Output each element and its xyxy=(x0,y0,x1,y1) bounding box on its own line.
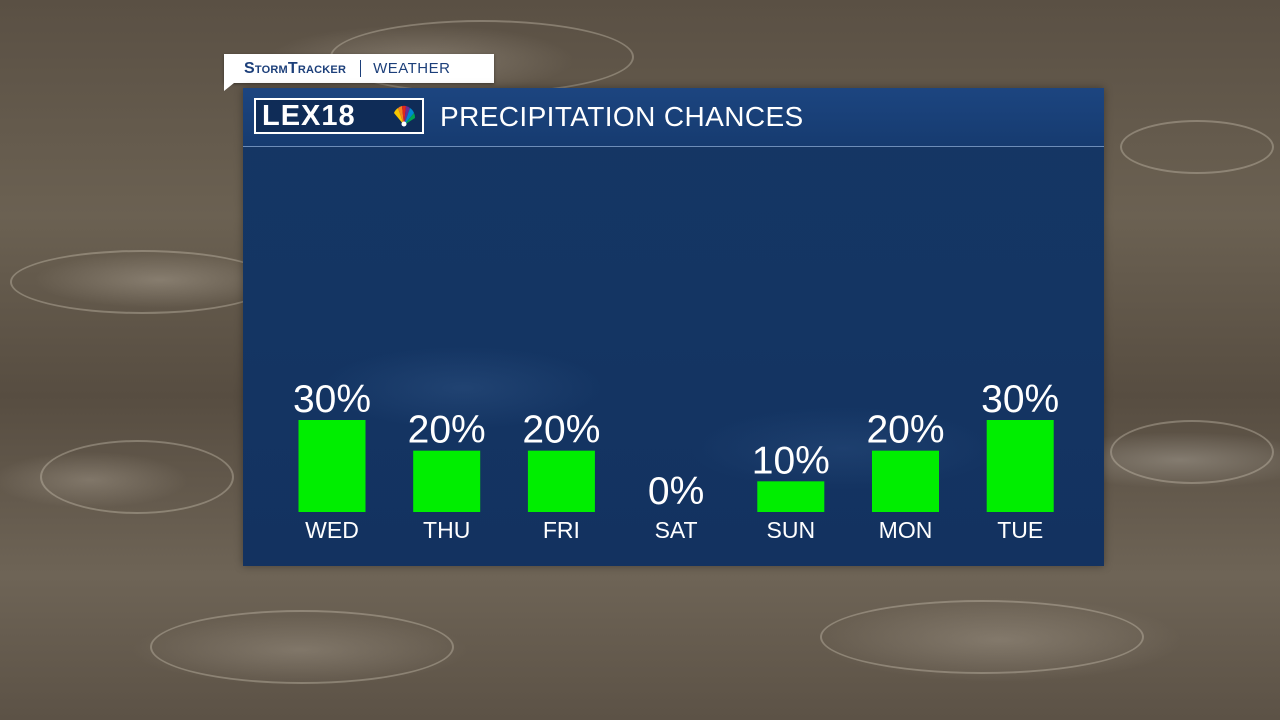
peacock-icon xyxy=(394,105,416,127)
data-label-fri: 20% xyxy=(522,409,600,452)
data-label-thu: 20% xyxy=(408,409,486,452)
bar-thu xyxy=(413,450,481,512)
bar-group-sun: 10% SUN xyxy=(752,439,830,543)
bar-group-thu: 20% THU xyxy=(408,409,486,543)
background-ripple xyxy=(150,610,454,684)
category-label-thu: THU xyxy=(423,517,470,543)
bar-group-wed: 30% WED xyxy=(293,378,371,543)
stormtracker-weather-badge: StormTracker WEATHER xyxy=(224,54,494,91)
badge-section: WEATHER xyxy=(373,60,451,77)
data-label-tue: 30% xyxy=(981,378,1059,421)
background-ripple xyxy=(10,250,274,314)
category-label-wed: WED xyxy=(305,517,359,543)
bar-mon xyxy=(872,450,939,512)
precipitation-bar-chart: 30% WED 20% THU 20% FRI 0% SAT 10% SUN 20% MON 30% TU… xyxy=(293,378,1059,543)
bar-wed xyxy=(298,420,366,512)
precipitation-panel: LEX18 PRECIPITATION CHANCES 30% WED 20% THU… xyxy=(243,88,1104,566)
bar-fri xyxy=(527,450,595,512)
data-label-wed: 30% xyxy=(293,378,371,421)
panel-title: PRECIPITATION CHANCES xyxy=(440,101,804,132)
background-ripple xyxy=(1110,420,1274,484)
background-ripple xyxy=(1120,120,1274,174)
badge-divider xyxy=(360,60,362,77)
data-label-mon: 20% xyxy=(866,409,944,452)
background-ripple xyxy=(40,440,234,514)
bar-sun xyxy=(757,481,825,512)
category-label-sat: SAT xyxy=(655,517,698,543)
bar-group-sat: 0% SAT xyxy=(648,470,704,543)
bar-tue xyxy=(986,420,1054,512)
data-label-sun: 10% xyxy=(752,439,830,482)
data-label-sat: 0% xyxy=(648,470,704,513)
panel-header: LEX18 PRECIPITATION CHANCES xyxy=(243,88,1104,147)
station-logo: LEX18 xyxy=(254,98,424,134)
bar-group-fri: 20% FRI xyxy=(522,409,600,543)
background-ripple xyxy=(820,600,1144,674)
category-label-sun: SUN xyxy=(767,517,816,543)
category-label-mon: MON xyxy=(879,517,933,543)
badge-brand: StormTracker xyxy=(244,59,347,77)
logo-text: LEX18 xyxy=(262,99,356,132)
category-label-fri: FRI xyxy=(543,517,580,543)
category-label-tue: TUE xyxy=(997,517,1043,543)
bar-group-mon: 20% MON xyxy=(866,409,944,543)
bar-group-tue: 30% TUE xyxy=(981,378,1059,543)
